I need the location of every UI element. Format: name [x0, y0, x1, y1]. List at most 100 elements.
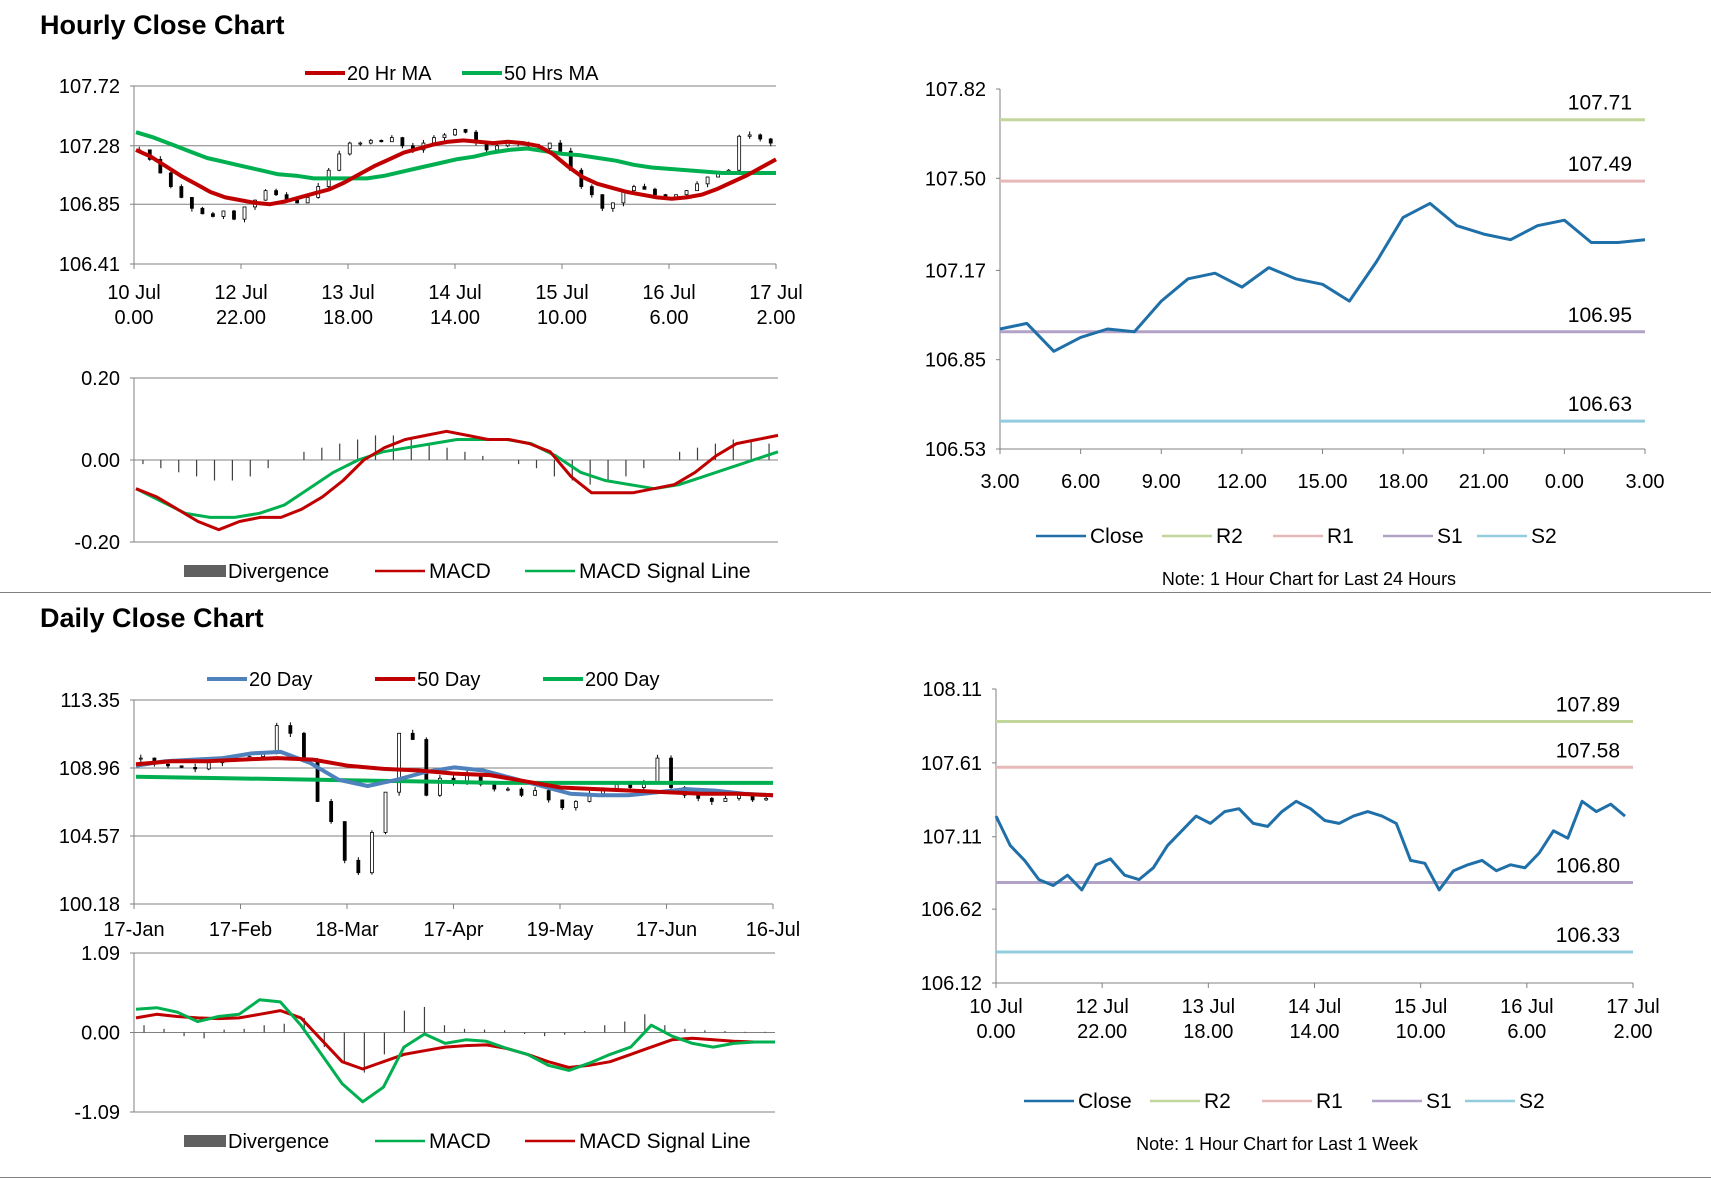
hourly-price-x-tick-label: 10.00 [537, 307, 587, 329]
hourly-24h-legend-label: R1 [1327, 525, 1354, 548]
hourly-24h-x-tick-label: 3.00 [981, 471, 1020, 493]
daily-price-y-tick-label: 100.18 [59, 894, 120, 916]
daily-price-candle-body [179, 765, 184, 768]
hourly-week-x-tick-label: 0.00 [977, 1021, 1016, 1043]
daily-price-candle-body [438, 777, 442, 796]
daily-price-x-tick-label: 16-Jul [746, 919, 800, 941]
hourly-week-x-tick-label: 2.00 [1614, 1021, 1653, 1043]
hourly-week-legend-label: R1 [1316, 1090, 1343, 1113]
hourly-price-candle-body [337, 153, 342, 171]
daily-price-candle-body [370, 832, 374, 874]
hourly-price-x-tick-label: 2.00 [757, 307, 796, 329]
hourly-week-legend-label: S2 [1519, 1090, 1545, 1113]
daily-macd-y-tick-label: 0.00 [81, 1023, 120, 1045]
daily-price-candle-body [302, 732, 306, 761]
hourly-week-y-tick-label: 108.11 [922, 679, 982, 701]
hourly-price-candle-body [610, 202, 615, 209]
daily-price-candle-body [669, 757, 673, 788]
daily-price-candle-body [193, 766, 198, 770]
hourly-price-candle-body [179, 186, 184, 198]
hourly-week-x-tick-label: 10 Jul [969, 996, 1022, 1018]
hourly-24h-x-tick-label: 3.00 [1626, 471, 1665, 493]
hourly-week-y-tick-label: 106.12 [921, 973, 982, 995]
hourly-week-x-tick-label: 16 Jul [1500, 996, 1553, 1018]
hourly-price-x-tick-label: 0.00 [115, 307, 154, 329]
daily-price-candle-body [655, 757, 660, 784]
daily-macd-legend-swatch [184, 1135, 226, 1147]
hourly-price-y-tick-label: 106.41 [59, 254, 120, 276]
daily-price-y-tick-label: 104.57 [59, 826, 120, 848]
hourly-week-x-tick-label: 18.00 [1183, 1021, 1233, 1043]
daily-price-candle-body [356, 859, 361, 874]
hourly-price-ma50-line [135, 130, 776, 181]
hourly-price-candle-body [737, 135, 742, 171]
daily-price-candle-body [709, 797, 714, 802]
daily-price-y-tick-label: 113.35 [60, 690, 120, 712]
hourly-24h-note: Note: 1 Hour Chart for Last 24 Hours [1162, 569, 1456, 589]
hourly-price-x-tick-label: 13 Jul [321, 282, 374, 304]
hourly-24h-y-tick-label: 107.82 [925, 79, 986, 101]
daily-price-x-tick-label: 17-Jan [103, 919, 164, 941]
daily-price-x-tick-label: 19-May [527, 919, 594, 941]
daily-price-candle-body [696, 794, 701, 799]
hourly-price-legend-label: 20 Hr MA [347, 63, 432, 85]
hourly-week-x-tick-label: 14.00 [1289, 1021, 1339, 1043]
hourly-24h-x-tick-label: 21.00 [1459, 471, 1509, 493]
daily-price-candle-body [533, 790, 537, 796]
hourly-24h-close-line [999, 201, 1646, 353]
hourly-macd-y-tick-label: -0.20 [74, 532, 120, 554]
hourly-24h-y-tick-label: 106.53 [925, 439, 986, 461]
hourly-week-y-tick-label: 107.61 [921, 753, 982, 775]
hourly-week-x-tick-label: 13 Jul [1182, 996, 1235, 1018]
hourly-week-level-label: 107.58 [1556, 739, 1620, 762]
hourly-price-x-tick-label: 22.00 [216, 307, 266, 329]
hourly-price-candle-body [589, 186, 594, 196]
hourly-24h-x-tick-label: 18.00 [1378, 471, 1428, 493]
hourly-price-candle-body [263, 190, 268, 201]
hourly-price-x-tick-label: 6.00 [650, 307, 689, 329]
hourly-price-x-tick-label: 15 Jul [535, 282, 588, 304]
daily-price-y-tick-label: 108.96 [59, 758, 120, 780]
hourly-24h-y-tick-label: 107.17 [925, 260, 986, 282]
hourly-price-x-tick-label: 10 Jul [107, 282, 160, 304]
daily-price-candle-body [397, 732, 402, 793]
hourly-price-ma20-line [135, 138, 777, 207]
hourly-price-candle-body [295, 199, 300, 204]
hourly-price-candle-body [705, 176, 710, 185]
hourly-price-candle-body [168, 172, 173, 187]
daily-price-candle-body [424, 739, 429, 796]
hourly-24h-legend-label: Close [1090, 525, 1144, 548]
hourly-macd-macd-line [135, 429, 779, 532]
hourly-price-candle-body [600, 194, 605, 209]
daily-price-candle-body [138, 757, 143, 760]
hourly-week-x-tick-label: 22.00 [1077, 1021, 1127, 1043]
hourly-price-x-tick-label: 14.00 [430, 307, 480, 329]
hourly-price-candle-body [368, 139, 373, 144]
hourly-price-candle-body [642, 186, 647, 190]
hourly-price-candle-body [158, 158, 163, 174]
hourly-section-title: Hourly Close Chart [40, 10, 285, 40]
hourly-price-y-tick-label: 106.85 [59, 194, 120, 216]
hourly-price-candle-body [768, 138, 773, 144]
daily-price-candle-body [546, 790, 551, 801]
hourly-price-candle-body [189, 197, 194, 209]
hourly-week-level-label: 106.33 [1556, 924, 1620, 947]
hourly-24h-x-tick-label: 9.00 [1142, 471, 1181, 493]
hourly-price-candle-body [558, 142, 563, 152]
hourly-week-legend-label: Close [1078, 1090, 1132, 1113]
hourly-price-candle-body [358, 142, 363, 145]
hourly-price-candle-body [211, 213, 215, 217]
daily-price-ma50-line [135, 756, 774, 798]
daily-price-candle-body [288, 725, 293, 734]
hourly-24h-y-tick-label: 107.50 [925, 168, 986, 190]
daily-price-candle-body [206, 762, 211, 770]
daily-price-legend-label: 50 Day [417, 669, 480, 691]
hourly-macd-y-tick-label: 0.20 [81, 368, 120, 390]
hourly-24h-x-tick-label: 6.00 [1061, 471, 1100, 493]
hourly-week-level-label: 106.80 [1556, 855, 1620, 878]
hourly-price-candle-body [453, 129, 457, 136]
hourly-24h-legend-label: R2 [1216, 525, 1243, 548]
hourly-price-candle-body [442, 134, 447, 139]
daily-price-candle-body [723, 797, 728, 802]
hourly-week-x-tick-label: 12 Jul [1075, 996, 1128, 1018]
